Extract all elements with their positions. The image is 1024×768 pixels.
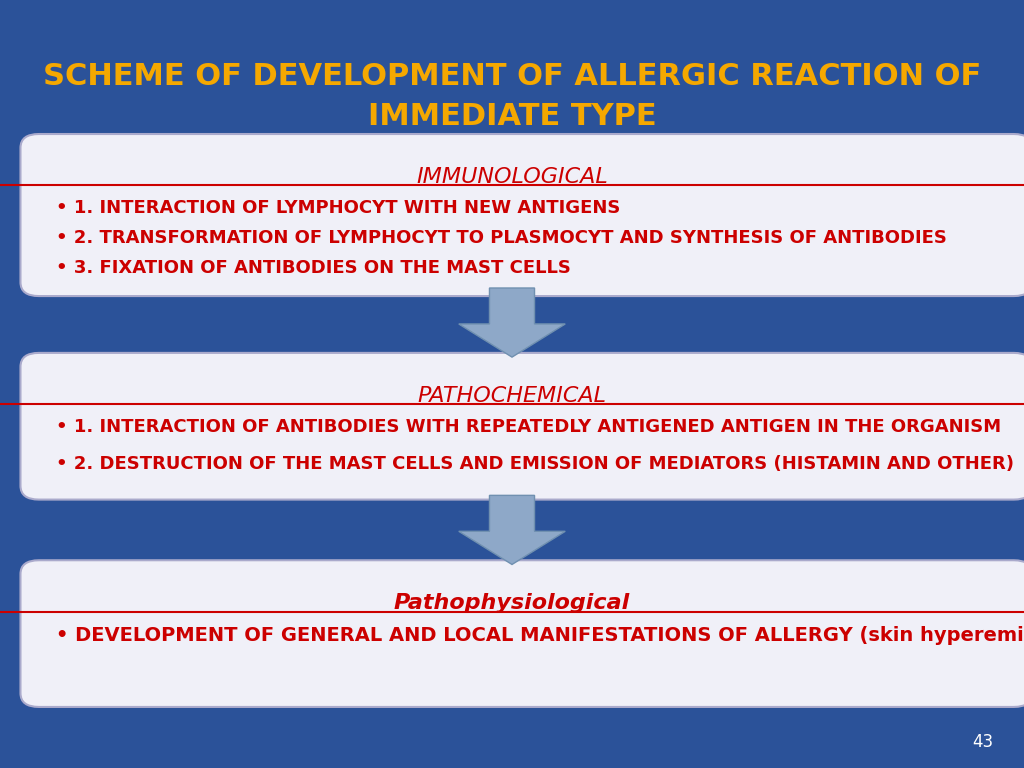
Text: • DEVELOPMENT OF GENERAL AND LOCAL MANIFESTATIONS OF ALLERGY (skin hyperemia, it: • DEVELOPMENT OF GENERAL AND LOCAL MANIF… <box>56 625 1024 644</box>
FancyBboxPatch shape <box>20 561 1024 707</box>
Polygon shape <box>459 495 565 564</box>
Text: SCHEME OF DEVELOPMENT OF ALLERGIC REACTION OF: SCHEME OF DEVELOPMENT OF ALLERGIC REACTI… <box>43 62 981 91</box>
Text: • 3. FIXATION OF ANTIBODIES ON THE MAST CELLS: • 3. FIXATION OF ANTIBODIES ON THE MAST … <box>56 260 571 277</box>
Text: • 2. DESTRUCTION OF THE MAST CELLS AND EMISSION OF MEDIATORS (HISTAMIN AND OTHER: • 2. DESTRUCTION OF THE MAST CELLS AND E… <box>56 455 1015 473</box>
FancyBboxPatch shape <box>20 353 1024 500</box>
Text: Pathophysiological: Pathophysiological <box>394 593 630 614</box>
FancyBboxPatch shape <box>20 134 1024 296</box>
Text: PATHOCHEMICAL: PATHOCHEMICAL <box>418 386 606 406</box>
Text: IMMUNOLOGICAL: IMMUNOLOGICAL <box>416 167 608 187</box>
Text: IMMEDIATE TYPE: IMMEDIATE TYPE <box>368 102 656 131</box>
Text: • 2. TRANSFORMATION OF LYMPHOCYT TO PLASMOCYT AND SYNTHESIS OF ANTIBODIES: • 2. TRANSFORMATION OF LYMPHOCYT TO PLAS… <box>56 230 947 247</box>
Polygon shape <box>459 288 565 357</box>
Text: • 1. INTERACTION OF ANTIBODIES WITH REPEATEDLY ANTIGENED ANTIGEN IN THE ORGANISM: • 1. INTERACTION OF ANTIBODIES WITH REPE… <box>56 419 1001 436</box>
Text: 43: 43 <box>972 733 993 751</box>
Text: • 1. INTERACTION OF LYMPHOCYT WITH NEW ANTIGENS: • 1. INTERACTION OF LYMPHOCYT WITH NEW A… <box>56 200 621 217</box>
